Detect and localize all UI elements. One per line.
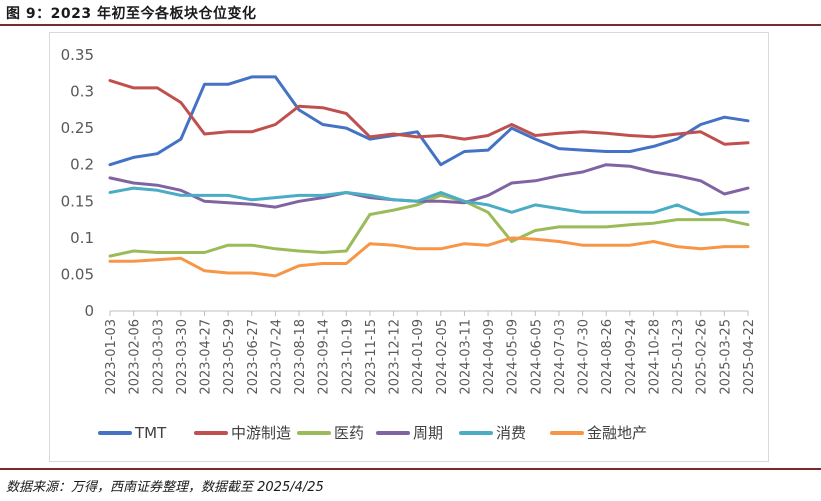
line-chart: 00.050.10.150.20.250.30.35 2023-01-03 202… [61, 46, 757, 442]
series-line [108, 236, 750, 278]
x-tick-label: 2023-10-19 [340, 319, 355, 395]
x-tick-label: 2023-04-27 [199, 319, 214, 395]
y-tick-label: 0 [84, 302, 94, 320]
x-tick-label: 2024-03-11 [458, 319, 473, 395]
legend-label: 医药 [334, 424, 364, 442]
x-tick-label: 2024-04-09 [482, 319, 497, 395]
x-tick-label: 2024-10-28 [647, 319, 662, 395]
x-tick-label: 2025-04-22 [742, 319, 757, 395]
legend: TMT 中游制造 医药 周期 消费 金融地产 [98, 424, 647, 442]
y-axis: 0 0.05 0.1 0.15 0.2 0.25 0.3 0.35 [61, 46, 748, 320]
y-tick-label: 0.2 [70, 156, 94, 174]
figure-title: 图 9：2023 年初至今各板块仓位变化 [6, 6, 257, 22]
series-line [108, 163, 750, 209]
x-tick-label: 2024-02-05 [435, 319, 450, 395]
x-tick-label: 2024-07-03 [553, 319, 568, 395]
y-tick-label: 0.05 [61, 265, 94, 283]
legend-label: 消费 [496, 424, 526, 442]
x-tick-label: 2023-06-27 [246, 319, 261, 395]
x-tick-label: 2023-03-03 [151, 319, 166, 395]
x-tick-label: 2023-11-15 [364, 319, 379, 395]
x-tick-label: 2023-07-24 [269, 319, 284, 395]
x-tick-label: 2023-03-30 [175, 319, 190, 395]
series-line [108, 75, 750, 167]
y-tick-label: 0.1 [70, 229, 94, 247]
legend-label: 周期 [413, 424, 443, 442]
footer-rule [0, 468, 821, 470]
y-tick-label: 0.3 [70, 83, 94, 101]
x-tick-label: 2025-02-26 [695, 319, 710, 395]
x-tick-label: 2024-05-09 [506, 319, 521, 395]
x-tick-label: 2024-08-26 [600, 319, 615, 395]
series-line [108, 79, 750, 146]
y-tick-label: 0.35 [61, 46, 94, 64]
x-tick-label: 2023-01-03 [104, 319, 119, 395]
title-rule [0, 24, 821, 26]
x-tick-label: 2024-09-24 [624, 319, 639, 395]
series-line [108, 193, 750, 258]
chart-frame [49, 32, 769, 462]
x-tick-label: 2023-12-12 [388, 319, 403, 395]
x-tick-label: 2023-08-18 [293, 319, 308, 395]
y-tick-label: 0.15 [61, 192, 94, 210]
legend-label: TMT [134, 424, 167, 442]
x-tick-label: 2024-07-30 [577, 319, 592, 395]
series-lines [108, 75, 750, 278]
x-tick-label: 2025-01-23 [671, 319, 686, 395]
x-tick-label: 2024-01-09 [411, 319, 426, 395]
x-tick-label: 2025-03-25 [718, 319, 733, 395]
x-tick-label: 2024-06-05 [529, 319, 544, 395]
y-tick-label: 0.25 [61, 119, 94, 137]
x-tick-label: 2023-09-14 [317, 319, 332, 395]
x-axis: 2023-01-03 2023-02-06 2023-03-03 2023-03-30… [104, 311, 757, 395]
x-tick-label: 2023-02-06 [128, 319, 143, 395]
legend-label: 中游制造 [231, 424, 291, 442]
x-tick-label: 2023-05-29 [222, 319, 237, 395]
series-line [108, 186, 750, 216]
source-note: 数据来源：万得，西南证券整理，数据截至 2025/4/25 [6, 480, 324, 495]
legend-label: 金融地产 [587, 424, 647, 442]
